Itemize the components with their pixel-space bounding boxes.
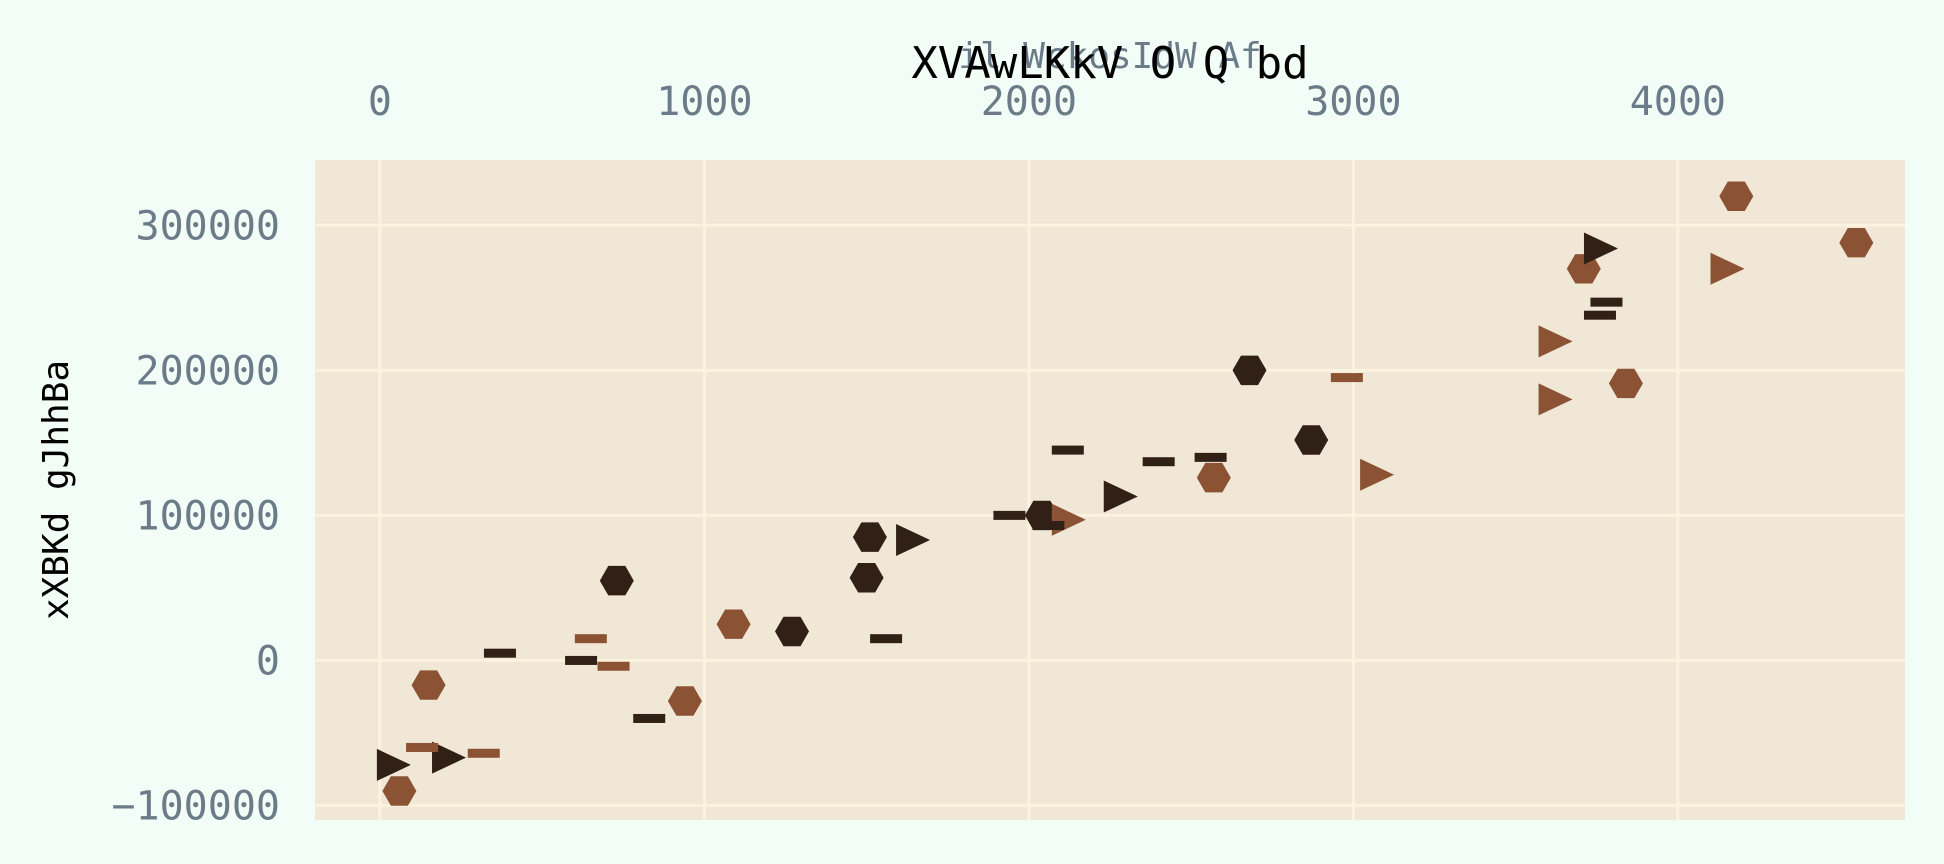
triangle-point [1710, 252, 1745, 285]
hexagon-point [382, 776, 417, 806]
triangle-point [376, 748, 411, 781]
hline-point [406, 742, 439, 752]
hline-point [633, 713, 666, 723]
hexagon-point [849, 563, 884, 593]
hexagon-point [775, 616, 809, 647]
hline-point [993, 510, 1026, 520]
hexagon-point [1608, 368, 1643, 399]
hline-point [483, 648, 516, 658]
hline-point [1330, 373, 1363, 383]
hline-point [1194, 452, 1227, 462]
triangle-point [432, 741, 467, 774]
hline-point [870, 634, 903, 644]
triangle-point [1103, 480, 1138, 513]
y-tick-label: 0 [256, 638, 280, 684]
hexagon-point [1294, 425, 1329, 455]
x-axis-label: il WckosIdW Af [958, 36, 1261, 77]
x-tick-label: 0 [368, 79, 392, 125]
hline-point [1142, 457, 1175, 467]
triangle-point [1538, 325, 1573, 358]
hexagon-point [667, 686, 702, 716]
hexagon-point [852, 522, 887, 552]
hline-point [565, 655, 598, 665]
x-tick-label: 2000 [981, 79, 1077, 125]
x-tick-label: 4000 [1630, 79, 1726, 125]
triangle-point [1538, 383, 1573, 416]
hline-point [1051, 445, 1084, 455]
triangle-point [1583, 232, 1618, 265]
y-tick-label: −100000 [111, 783, 280, 829]
x-tick-label: 1000 [656, 79, 752, 125]
tick-labels: 0 1000 2000 3000 4000 −100000 0 100000 200000 300… [111, 79, 1726, 829]
hexagon-point [1839, 228, 1874, 258]
y-tick-label: 100000 [136, 493, 281, 539]
hline-point [574, 634, 607, 644]
data-points [376, 181, 1874, 806]
hexagon-point [1196, 462, 1231, 493]
triangle-point [896, 524, 931, 557]
triangle-point [1360, 458, 1395, 491]
hline-point [1032, 521, 1065, 531]
chart-title: XVAwLKkV O Q bd [911, 38, 1308, 89]
hline-point [1583, 310, 1616, 320]
grid-lines [315, 160, 1905, 820]
hline-point [467, 748, 500, 758]
hline-point [1590, 297, 1623, 307]
y-axis-label: xXBKd gJhhBa [36, 360, 77, 620]
hexagon-point [716, 609, 751, 639]
hexagon-point [1232, 355, 1267, 386]
hline-point [597, 661, 630, 671]
y-tick-label: 300000 [136, 203, 281, 249]
hexagon-point [411, 670, 446, 700]
x-tick-label: 3000 [1305, 79, 1401, 125]
hexagon-point [1566, 254, 1601, 284]
y-tick-label: 200000 [136, 348, 281, 394]
hexagon-point [1719, 181, 1754, 211]
hexagon-point [599, 565, 634, 596]
